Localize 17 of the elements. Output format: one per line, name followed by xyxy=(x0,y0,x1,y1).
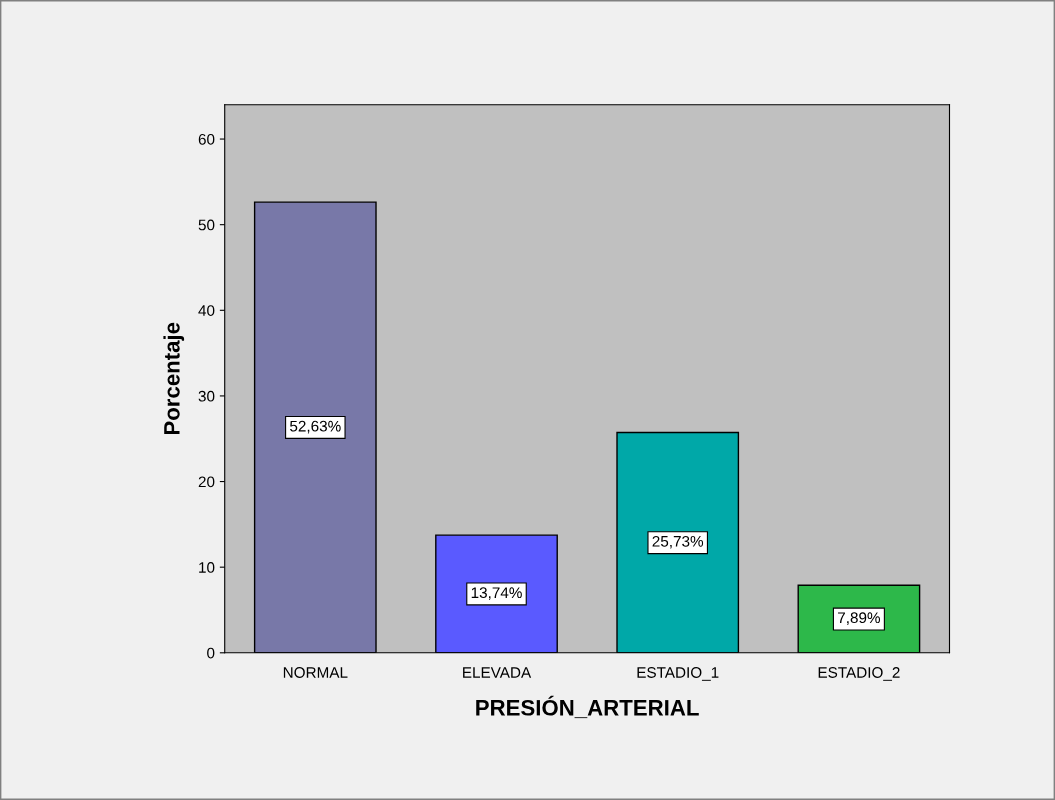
data-label: 52,63% xyxy=(290,420,341,434)
data-label: 7,89% xyxy=(838,612,881,625)
x-tick-label: ELEVADA xyxy=(463,667,532,678)
y-tick-label: 10 xyxy=(199,562,215,573)
y-tick-label: 50 xyxy=(198,219,215,231)
x-axis-title: PRESIÓN_ARTERIAL xyxy=(476,695,699,719)
y-tick-label: 40 xyxy=(198,305,215,316)
y-tick-label: 30 xyxy=(198,390,215,402)
y-tick-label: 20 xyxy=(198,476,215,488)
x-tick-label: NORMAL xyxy=(283,667,348,678)
y-axis-title: Porcentaje xyxy=(163,322,185,435)
y-tick-label: 0 xyxy=(207,647,215,659)
data-label: 25,73% xyxy=(652,535,704,549)
data-label: 13,74% xyxy=(471,587,522,600)
y-tick-label: 60 xyxy=(198,133,215,145)
x-tick-label: ESTADIO_2 xyxy=(818,667,900,681)
x-tick-label: ESTADIO_1 xyxy=(637,667,719,681)
